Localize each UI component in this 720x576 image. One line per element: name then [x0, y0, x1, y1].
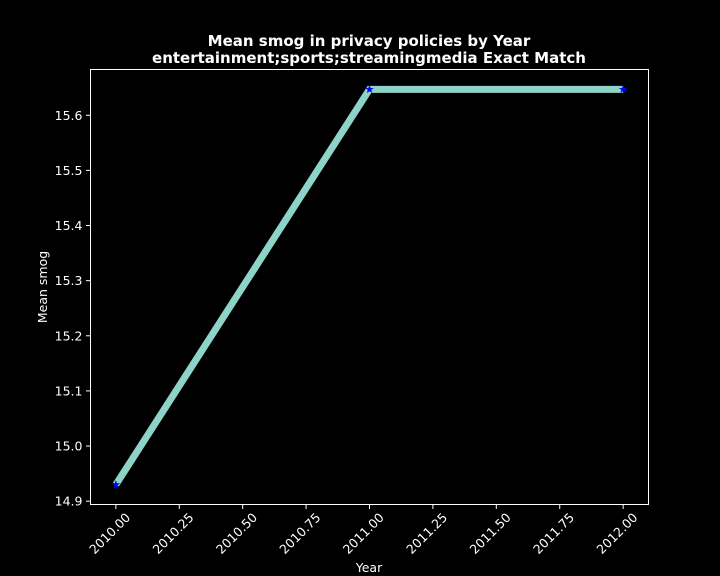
x-tick-label: 2011.25	[403, 510, 450, 557]
plot-frame	[90, 69, 649, 505]
x-axis-label: Year	[355, 560, 383, 575]
x-tick-label: 2011.00	[340, 510, 387, 557]
y-tick-label: 15.4	[55, 218, 83, 233]
chart-subtitle: entertainment;sports;streamingmedia Exac…	[152, 49, 586, 67]
x-tick-label: 2010.25	[150, 510, 197, 557]
x-tick-label: 2010.75	[276, 510, 323, 557]
y-axis: 14.9 15.0 15.1 15.2 15.3 15.4 15.5 15.6	[55, 108, 91, 509]
x-tick-label: 2011.50	[467, 510, 514, 557]
y-tick-label: 15.3	[55, 273, 83, 288]
series-line	[112, 85, 624, 487]
x-tick-label: 2010.00	[86, 510, 133, 557]
plot-area	[111, 84, 628, 489]
chart-title: Mean smog in privacy policies by Year	[208, 32, 531, 50]
data-point	[365, 84, 374, 93]
x-tick-label: 2010.50	[213, 510, 260, 557]
y-tick-label: 15.1	[55, 383, 83, 398]
data-point	[111, 480, 121, 489]
y-axis-label: Mean smog	[35, 251, 50, 323]
y-tick-label: 15.2	[55, 328, 83, 343]
data-point	[618, 84, 628, 93]
y-tick-label: 15.6	[55, 108, 83, 123]
y-tick-label: 15.5	[55, 163, 83, 178]
y-tick-label: 14.9	[55, 494, 83, 509]
x-axis: 2010.00 2010.25 2010.50 2010.75 2011.00 2011.…	[86, 504, 641, 557]
y-tick-label: 15.0	[55, 439, 83, 454]
x-tick-label: 2012.00	[593, 510, 640, 557]
x-tick-label: 2011.75	[530, 510, 577, 557]
